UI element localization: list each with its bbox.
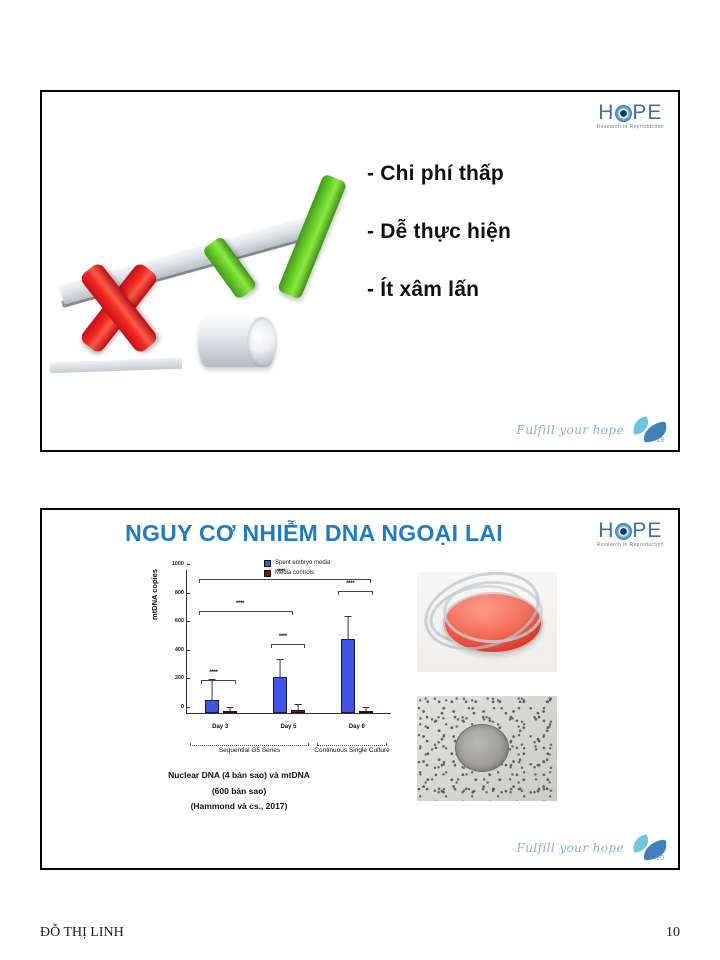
bar-group-day6 — [341, 570, 373, 713]
bar-wrap-day3-spent — [205, 570, 219, 713]
legend-label-media-controls: Media controls — [275, 570, 315, 577]
bar-day6-spent-embryo-media — [341, 615, 355, 713]
eye-icon — [614, 523, 632, 540]
chart-bars — [187, 570, 391, 713]
significance-label-day3-day5: **** — [235, 601, 245, 608]
significance-label-day3-day6: **** — [276, 568, 285, 575]
bullet-list: - Chi phí thấp - Dễ thực hiện - Ít xâm l… — [367, 162, 657, 336]
legend-label-spent-embryo-media: Spent embryo media — [275, 560, 331, 566]
petri-dish-culture-medium-photo — [417, 572, 557, 672]
bullet-item-1: - Chi phí thấp — [367, 162, 504, 185]
legend-swatch-media-controls — [264, 569, 271, 577]
leaf-logo-icon: 20 — [630, 833, 669, 862]
significance-bracket-day5 — [270, 644, 306, 649]
y-tick-200: 200 — [175, 675, 190, 681]
bar-wrap-day3-control — [223, 570, 237, 713]
chart-group-labels: Sequential G5 Series Continuous Single C… — [186, 743, 391, 754]
slide-number: 19 — [656, 437, 664, 444]
legend-entry-media-controls: Media controls — [264, 568, 330, 578]
x-tick-day3: Day 3 — [212, 724, 229, 730]
bullet-item-3: - Ít xâm lấn — [367, 278, 480, 302]
hope-logo-tagline: Research in Reproduction — [596, 542, 664, 548]
slide-2[interactable]: NGUY CƠ NHIỄM DNA NGOẠI LAI H PE Research… — [40, 508, 680, 870]
y-tick-0: 0 — [181, 704, 190, 710]
chart-caption: Nuclear DNA (4 bản sao) và mtDNA (600 bả… — [104, 768, 374, 815]
x-tick-day6: Day 6 — [348, 724, 365, 730]
footer-page-number: 10 — [666, 925, 680, 940]
group-label-continuous-single-culture: Continuous Single Culture — [313, 743, 391, 754]
hope-logo-letters-pe: PE — [632, 519, 663, 542]
mtdna-bar-chart: Spent embryo media Media controls mtDNA … — [150, 558, 397, 758]
bar-day5-media-controls — [291, 703, 305, 713]
bar-wrap-day6-control — [359, 570, 373, 713]
seesaw-fulcrum — [198, 317, 277, 367]
hope-logo-letter-h: H — [598, 519, 615, 542]
y-tick-800: 800 — [175, 590, 190, 596]
oocyte-body — [455, 724, 509, 772]
bullet-item-2: - Dễ thực hiện — [367, 220, 512, 244]
bar-wrap-day5-spent — [273, 570, 287, 713]
hope-logo-tagline: Research in Reproduction — [596, 124, 664, 130]
chart-plot-area: 0 200 400 600 800 1000 **** **** **** **… — [172, 561, 391, 714]
y-tick-400: 400 — [175, 647, 190, 653]
legend-entry-spent-embryo-media: Spent embryo media — [264, 558, 330, 568]
hope-logo: H PE Research in Reproduction — [597, 520, 664, 548]
caption-line-1: Nuclear DNA (4 bản sao) và mtDNA — [168, 770, 310, 780]
bar-wrap-day5-control — [291, 570, 305, 713]
leaf-logo-icon: 19 — [630, 415, 669, 444]
footer-author: ĐỖ THỊ LINH — [40, 925, 124, 940]
petri-dish-rim — [443, 581, 543, 643]
oocyte-cumulus-cells-microscopy-photo — [417, 696, 557, 801]
slide-1[interactable]: H PE Research in Reproduction - Chi phí t… — [40, 90, 680, 452]
group-label-sequential-g5: Sequential G5 Series — [186, 743, 313, 754]
significance-bracket-day3-day5 — [199, 611, 294, 616]
significance-label-day5: **** — [278, 634, 287, 641]
bar-group-day3 — [205, 570, 237, 713]
green-check-icon — [201, 173, 348, 301]
slide-footer: Fulfill your hope 20 — [516, 833, 669, 862]
bar-day5-spent-embryo-media — [273, 658, 287, 713]
eye-icon — [614, 105, 632, 122]
chart-y-axis-label: mtDNA copies — [150, 569, 159, 620]
significance-bracket-day6 — [337, 591, 373, 596]
bar-day6-media-controls — [359, 707, 373, 713]
seesaw-ground — [50, 357, 183, 374]
slide-footer: Fulfill your hope 19 — [516, 415, 669, 444]
hope-logo: H PE Research in Reproduction — [597, 102, 664, 130]
seesaw-balance-image — [50, 167, 350, 382]
hope-logo-letters-pe: PE — [632, 101, 663, 124]
legend-swatch-spent-embryo-media — [264, 559, 271, 567]
slide-number: 20 — [656, 855, 664, 862]
bar-wrap-day6-spent — [341, 570, 355, 713]
bar-group-day5 — [273, 570, 305, 713]
hope-logo-letter-h: H — [598, 101, 615, 124]
bar-day3-media-controls — [223, 707, 237, 713]
page-footer: ĐỖ THỊ LINH 10 — [40, 925, 680, 941]
significance-label-day3: **** — [209, 670, 218, 677]
hope-logo-wordmark: H PE — [597, 102, 664, 123]
significance-bracket-day3 — [201, 680, 236, 685]
slogan-text: Fulfill your hope — [516, 423, 624, 437]
significance-bracket-day3-day6 — [199, 578, 371, 583]
caption-line-3: (Hammond và cs., 2017) — [190, 801, 288, 812]
slogan-text: Fulfill your hope — [516, 841, 624, 855]
red-x-icon — [78, 261, 164, 355]
hope-logo-wordmark: H PE — [597, 520, 664, 541]
y-tick-600: 600 — [175, 618, 190, 624]
chart-legend: Spent embryo media Media controls — [264, 558, 330, 578]
chart-x-tick-labels: Day 3 Day 5 Day 6 — [186, 724, 391, 730]
caption-line-2: (600 bản sao) — [211, 785, 267, 796]
bar-day3-spent-embryo-media — [205, 679, 219, 713]
significance-label-day6: **** — [346, 581, 355, 588]
y-tick-1000: 1000 — [172, 561, 190, 567]
x-tick-day5: Day 5 — [280, 724, 297, 730]
page-title: NGUY CƠ NHIỄM DNA NGOẠI LAI — [125, 520, 503, 546]
